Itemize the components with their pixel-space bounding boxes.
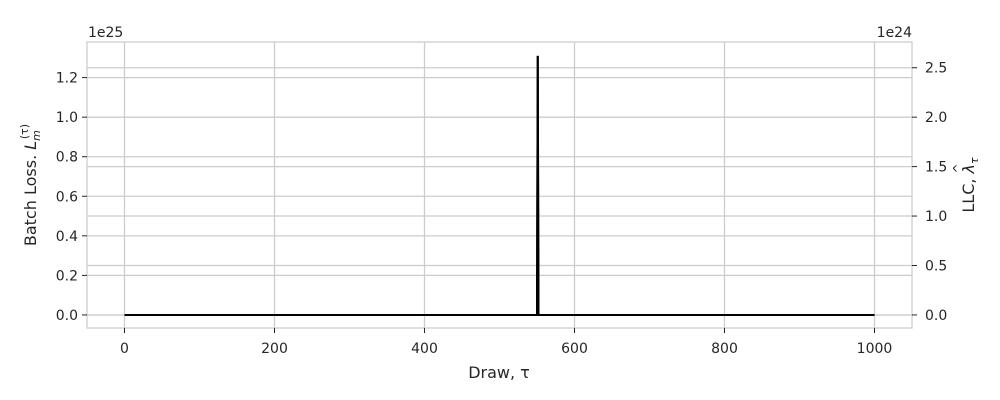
plot-frame <box>86 41 913 329</box>
left-axis-offset-label: 1e25 <box>88 25 123 41</box>
grid-layer <box>87 42 912 328</box>
series-layer <box>124 55 875 316</box>
llc-series-line <box>124 55 875 316</box>
left-y-axis-label-superscript: (τ) <box>18 124 31 139</box>
right-y-tick-label: 1.0 <box>925 209 947 225</box>
x-tick-label: 400 <box>411 341 438 357</box>
x-tick-label: 0 <box>120 341 129 357</box>
x-tick-label: 600 <box>561 341 588 357</box>
right-y-axis-label: LLC, λτ^ <box>951 157 981 213</box>
right-y-tick-label: 1.5 <box>925 160 947 176</box>
left-y-axis-label-symbol: L <box>21 141 40 150</box>
x-axis-label: Draw, τ <box>468 363 530 382</box>
left-y-tick-label: 0.6 <box>56 189 78 205</box>
right-y-tick-label: 0.0 <box>925 308 947 324</box>
right-y-tick-label: 2.5 <box>925 61 947 77</box>
left-y-axis-label: Batch Loss. Lm(τ) <box>18 124 43 246</box>
left-y-tick-label: 0.8 <box>56 150 78 166</box>
left-y-axis-label-subscript: m <box>30 130 43 141</box>
left-y-tick-label: 0.4 <box>56 229 78 245</box>
x-tick-label: 200 <box>261 341 288 357</box>
x-tick-label: 1000 <box>857 341 893 357</box>
right-axis-offset-label: 1e24 <box>877 25 912 41</box>
batch-loss-series-line <box>124 55 875 316</box>
right-y-axis-label-subscript: τ <box>968 157 981 164</box>
left-y-axis-label-main: Batch Loss. <box>21 150 40 246</box>
right-y-tick-label: 0.5 <box>925 258 947 274</box>
left-y-tick-label: 1.2 <box>56 71 78 87</box>
left-y-tick-label: 1.0 <box>56 110 78 126</box>
right-y-axis-label-hat: ^ <box>951 163 965 173</box>
right-y-axis-label-main: LLC, <box>959 173 978 212</box>
left-y-tick-label: 0.0 <box>56 308 78 324</box>
left-y-tick-label: 0.2 <box>56 268 78 284</box>
tick-layer: 0 200 400 600 800 1000 0.0 0.2 0.4 0.6 0.8 1.0 1.2 0.… <box>56 61 948 357</box>
right-y-axis-label-symbol: λ <box>959 164 978 174</box>
right-y-tick-label: 2.0 <box>925 110 947 126</box>
x-tick-label: 800 <box>711 341 738 357</box>
